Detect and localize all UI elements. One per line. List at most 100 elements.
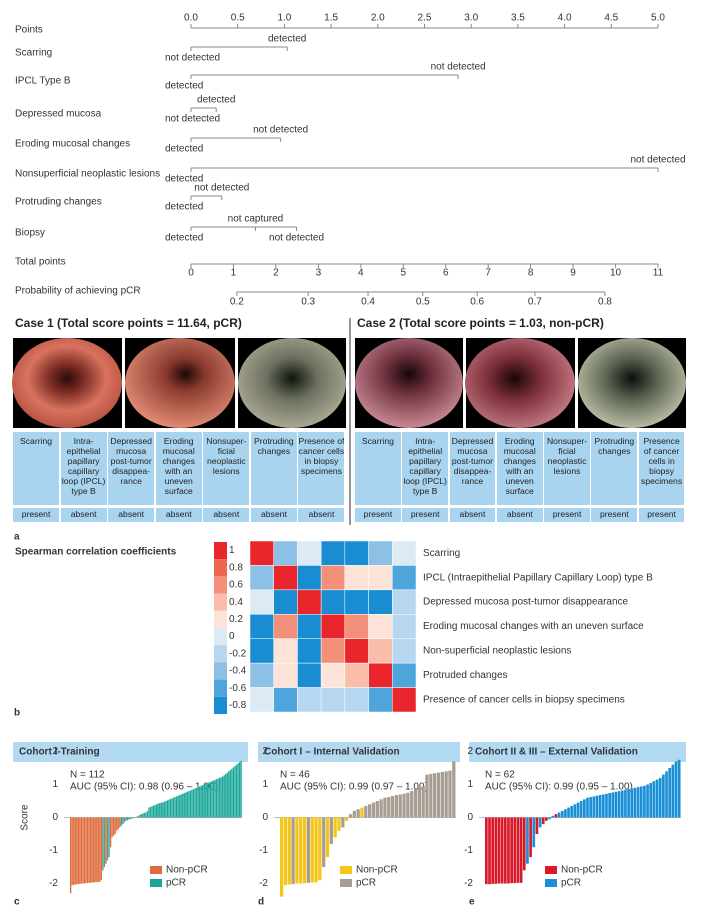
y-tick-label: 0: [467, 812, 473, 823]
colorbar-swatch: [214, 679, 227, 697]
bar: [123, 817, 126, 823]
bar: [214, 779, 216, 818]
bar: [491, 817, 495, 884]
heatmap-cell: [320, 687, 346, 713]
bar: [191, 789, 193, 818]
bar: [579, 801, 583, 818]
bar: [314, 817, 318, 883]
bar: [573, 804, 577, 818]
bar: [89, 817, 92, 883]
legend-label: Non-pCR: [166, 865, 208, 876]
bar: [545, 817, 548, 821]
tick-label: 3.0: [464, 13, 478, 24]
bar: [649, 782, 653, 818]
y-tick-label: 0: [262, 812, 268, 823]
bar: [149, 806, 152, 818]
bar: [206, 783, 208, 818]
bar: [570, 805, 574, 818]
bar: [601, 794, 605, 818]
bar: [146, 810, 149, 818]
row-label: Eroding mucosal changes: [15, 139, 130, 150]
auc-label: AUC (95% CI): 0.99 (0.97 – 1.00): [280, 782, 428, 793]
bar: [564, 809, 567, 818]
panel-title-box: [13, 742, 248, 762]
table-header-cell: Presence of cancer cells in biopsy speci…: [298, 432, 345, 505]
bar: [394, 795, 399, 818]
bar: [235, 764, 238, 818]
bar: [448, 770, 452, 818]
heatmap-cell: [368, 589, 393, 615]
bar: [143, 812, 146, 818]
row-label: Probability of achieving pCR: [15, 286, 141, 297]
panel-label: a: [14, 532, 20, 543]
tick-label: 5: [400, 268, 406, 279]
bar: [182, 793, 184, 818]
bar: [202, 785, 204, 818]
tick-label: 1.5: [324, 13, 338, 24]
bar: [116, 817, 118, 831]
bar: [223, 775, 225, 818]
bar: [208, 782, 210, 818]
table-header-cell: Scarring: [355, 432, 401, 505]
level-label: detected: [165, 233, 203, 244]
bar: [172, 797, 175, 818]
colorbar-label: 0.2: [229, 614, 243, 625]
bar: [345, 817, 349, 821]
table-value-cell: absent: [298, 508, 345, 522]
bar: [238, 762, 241, 818]
bar: [96, 817, 98, 883]
table-value-cell: absent: [155, 508, 202, 522]
panel-title-box: [469, 742, 686, 762]
y-tick-label: -1: [49, 845, 58, 856]
panel-label: b: [14, 708, 20, 719]
bar: [126, 817, 129, 821]
heatmap-cell: [273, 614, 298, 639]
bar: [159, 802, 161, 818]
n-label: N = 46: [280, 770, 310, 781]
bar: [179, 795, 181, 818]
bar: [168, 799, 170, 818]
legend-label: pCR: [561, 878, 581, 889]
level-label: not detected: [630, 155, 685, 166]
legend-swatch: [545, 879, 557, 887]
row-label: Points: [15, 25, 43, 36]
bar: [165, 801, 167, 818]
bar: [643, 785, 646, 818]
colorbar-swatch: [214, 645, 227, 663]
heatmap-cell: [392, 540, 417, 566]
tick-label: 6: [443, 268, 449, 279]
bar: [228, 771, 230, 818]
bar: [220, 777, 222, 818]
heatmap-cell: [249, 565, 274, 591]
bar: [500, 817, 504, 884]
bar: [306, 817, 311, 883]
bar: [674, 761, 678, 818]
bar: [658, 777, 662, 818]
bar: [77, 817, 79, 885]
bar: [529, 817, 532, 858]
bar: [117, 817, 119, 830]
bar: [177, 795, 179, 818]
colorbar-label: 0: [229, 631, 235, 642]
bar: [85, 817, 87, 884]
tick-label: 4.0: [558, 13, 572, 24]
tick-label: 3: [316, 268, 322, 279]
y-tick-label: -2: [49, 878, 58, 889]
level-label: detected: [165, 202, 203, 213]
bar: [287, 817, 291, 885]
heatmap-cell: [273, 687, 298, 713]
bar: [507, 817, 510, 884]
bar: [636, 787, 640, 818]
table-value-cell: present: [591, 508, 638, 522]
heatmap-cell: [273, 638, 298, 664]
table-value-cell: absent: [250, 508, 297, 522]
bar: [166, 800, 169, 818]
tick-label: 10: [610, 268, 622, 279]
bar: [136, 816, 138, 818]
row-label: Nonsuperficial neoplastic lesions: [15, 169, 160, 180]
bar: [671, 764, 675, 818]
table-header-cell: Depressed mucosa post-tumor disappea­ran…: [108, 432, 155, 505]
table-value-cell: present: [638, 508, 685, 522]
bar: [120, 817, 122, 826]
bar: [125, 817, 127, 821]
